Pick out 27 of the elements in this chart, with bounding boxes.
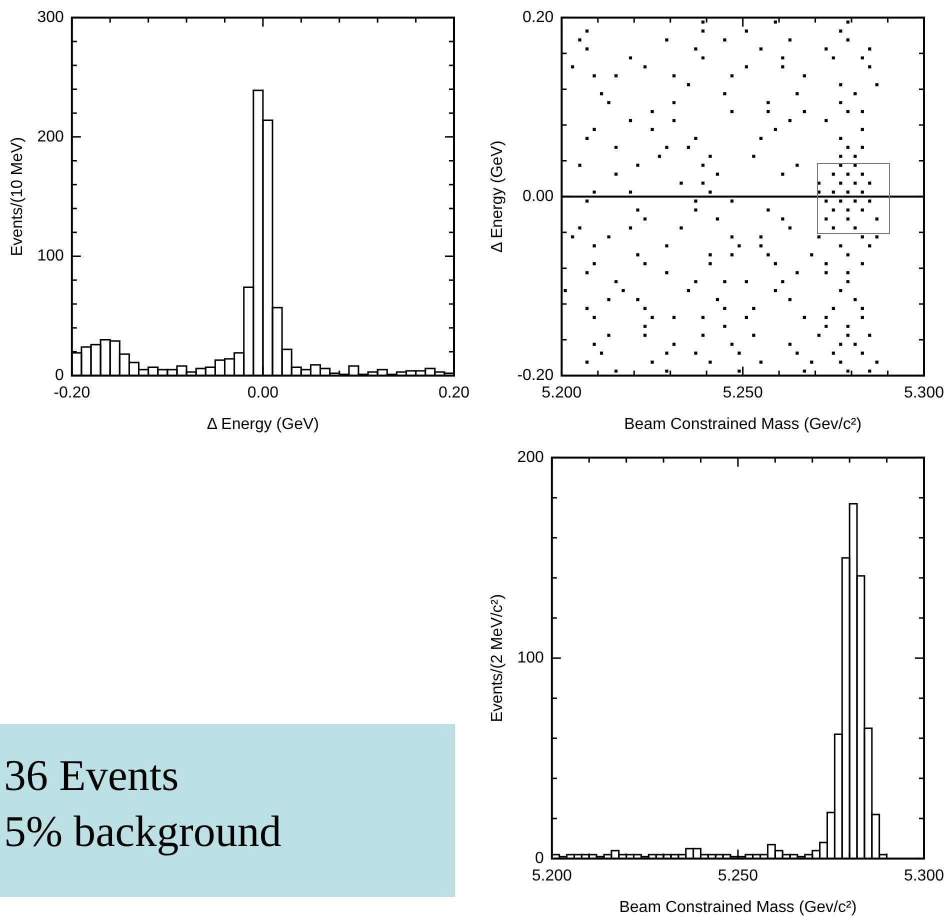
x-axis-title: Δ Energy (GeV)	[206, 416, 319, 433]
x-tick-label: 5.250	[718, 868, 758, 885]
y-tick-label: -0.20	[517, 367, 554, 384]
y-axis-title: Events/(10 MeV)	[9, 137, 26, 256]
y-tick-label: 0.00	[522, 188, 554, 206]
x-tick-label: -0.20	[54, 384, 90, 402]
x-axis-title: Beam Constrained Mass (Gev/c²)	[624, 416, 862, 433]
text: 36 Events	[4, 750, 180, 802]
y-tick-label: 200	[37, 128, 64, 146]
x-axis-title: Beam Constrained Mass (Gev/c²)	[619, 898, 857, 916]
y-tick-label: 0.20	[522, 9, 554, 26]
x-tick-label: 5.300	[904, 868, 944, 885]
x-tick-label: 5.200	[542, 384, 582, 402]
y-tick-label: 100	[37, 248, 64, 265]
x-tick-label: 0.00	[247, 384, 279, 402]
y-axis-title: Δ Energy (GeV)	[489, 140, 506, 253]
y-tick-label: 300	[37, 9, 64, 26]
y-tick-label: 0	[54, 367, 64, 384]
text: 5% background	[4, 806, 282, 858]
x-tick-label: 5.200	[532, 868, 572, 885]
y-axis-title: Events/(2 MeV/c²)	[489, 594, 506, 722]
x-tick-label: 5.300	[904, 384, 944, 402]
x-tick-label: 5.250	[722, 384, 763, 402]
x-tick-label: 0.20	[438, 384, 470, 402]
y-tick-label: 100	[517, 650, 544, 667]
y-tick-label: 200	[517, 449, 544, 466]
y-tick-label: 0	[534, 850, 544, 868]
